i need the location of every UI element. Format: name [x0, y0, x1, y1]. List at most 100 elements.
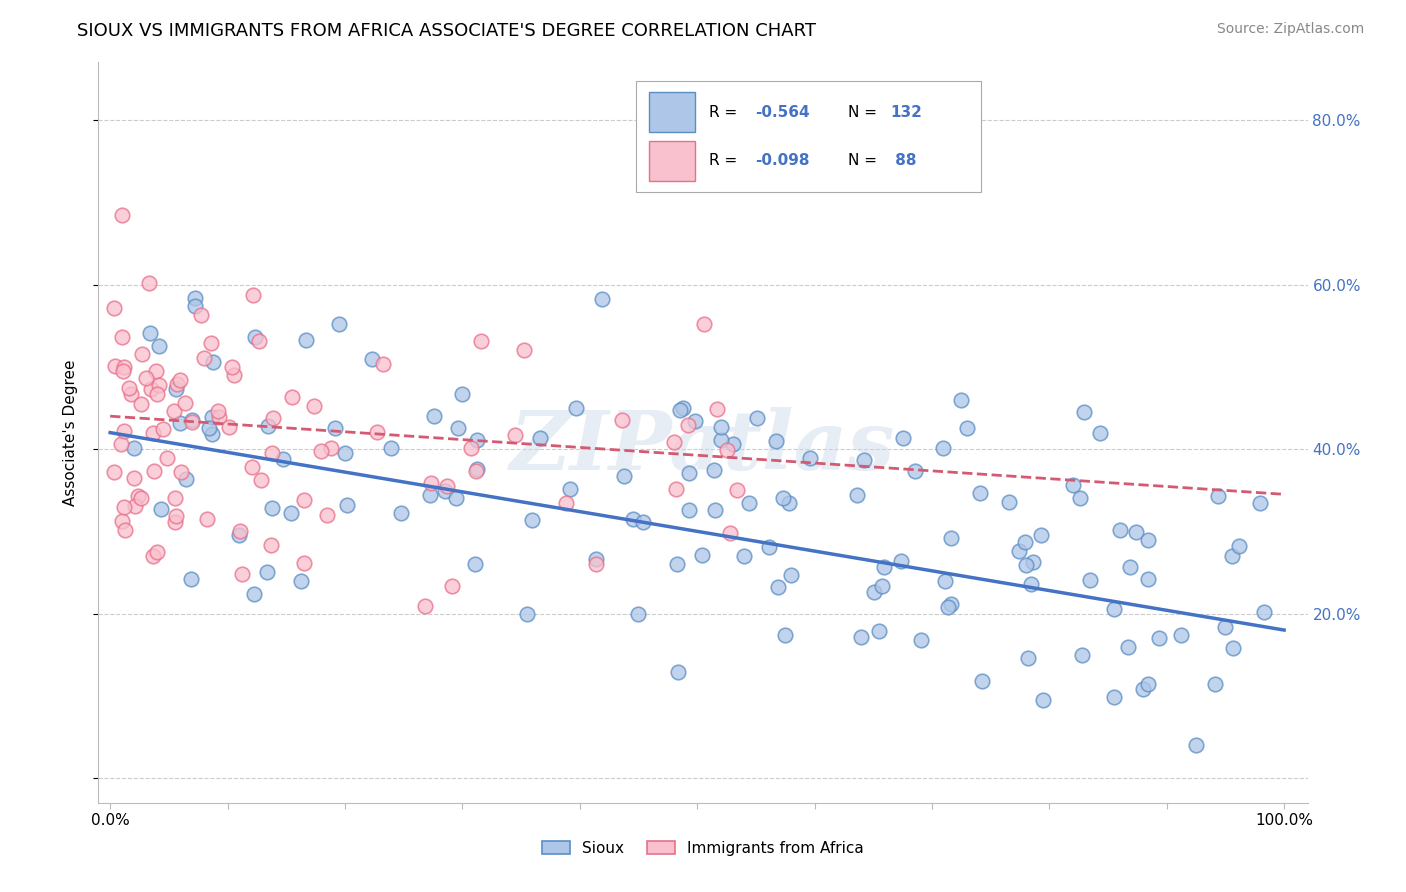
Point: [169, 373, 191, 387]
Point: [778, 496, 800, 510]
Point: [247, 334, 270, 349]
Point: [174, 395, 197, 409]
Point: [201, 410, 224, 425]
Point: [139, 326, 162, 340]
Point: [200, 335, 222, 350]
Point: [1229, 540, 1251, 554]
Point: [142, 426, 165, 441]
Point: [585, 552, 607, 566]
Point: [150, 502, 173, 516]
Text: -0.564: -0.564: [755, 104, 810, 120]
Point: [758, 540, 780, 554]
Point: [112, 500, 135, 515]
Point: [165, 382, 187, 396]
Point: [1032, 692, 1054, 706]
Point: [1017, 651, 1039, 665]
Point: [148, 339, 170, 353]
Point: [1222, 640, 1244, 655]
FancyBboxPatch shape: [637, 81, 981, 192]
Point: [591, 292, 613, 306]
Point: [148, 377, 170, 392]
Point: [734, 549, 756, 563]
Point: [292, 493, 315, 508]
Point: [141, 382, 163, 396]
Point: [1071, 648, 1094, 662]
Text: 88: 88: [890, 153, 917, 169]
Point: [716, 443, 738, 458]
Point: [207, 403, 229, 417]
Point: [420, 476, 443, 491]
Point: [152, 422, 174, 436]
Point: [1102, 602, 1125, 616]
Point: [1088, 425, 1111, 440]
Point: [704, 503, 727, 517]
Point: [122, 441, 145, 455]
Point: [931, 441, 953, 455]
Point: [672, 401, 695, 415]
Point: [142, 549, 165, 563]
Point: [1019, 576, 1042, 591]
Point: [335, 445, 357, 459]
Point: [419, 487, 441, 501]
Point: [228, 528, 250, 542]
Point: [1147, 631, 1170, 645]
Point: [683, 414, 706, 428]
Y-axis label: Associate's Degree: Associate's Degree: [63, 359, 77, 506]
Point: [465, 433, 488, 447]
Point: [451, 387, 474, 401]
Point: [256, 419, 278, 434]
Point: [249, 473, 271, 487]
Point: [184, 291, 207, 305]
Point: [129, 397, 152, 411]
Point: [520, 513, 543, 527]
Point: [122, 471, 145, 485]
Point: [464, 464, 486, 478]
Point: [941, 531, 963, 545]
Point: [950, 393, 973, 408]
Point: [138, 277, 160, 291]
Point: [218, 420, 240, 434]
Point: [1253, 605, 1275, 619]
Point: [242, 287, 264, 301]
Point: [1062, 477, 1084, 491]
Point: [111, 364, 134, 378]
Point: [465, 462, 488, 476]
Point: [666, 665, 689, 679]
Point: [904, 464, 927, 478]
Point: [1125, 525, 1147, 540]
Point: [678, 503, 700, 517]
Point: [633, 515, 655, 529]
Point: [129, 491, 152, 506]
Point: [870, 579, 893, 593]
Point: [110, 436, 132, 450]
Point: [112, 424, 135, 438]
Point: [444, 491, 467, 505]
Point: [1132, 682, 1154, 697]
Point: [198, 421, 221, 435]
Point: [447, 421, 470, 435]
Point: [863, 585, 886, 599]
Point: [890, 554, 912, 568]
Text: -0.098: -0.098: [755, 153, 810, 169]
Point: [565, 401, 588, 416]
Point: [180, 572, 202, 586]
Point: [956, 421, 979, 435]
Point: [366, 425, 388, 439]
Point: [555, 496, 578, 510]
Point: [669, 403, 692, 417]
Point: [163, 516, 186, 530]
Point: [256, 566, 278, 580]
Point: [184, 299, 207, 313]
Point: [512, 343, 534, 357]
Point: [1204, 677, 1226, 691]
Point: [765, 434, 787, 449]
Point: [373, 357, 395, 371]
Point: [201, 354, 224, 368]
Point: [162, 404, 184, 418]
Point: [1137, 572, 1160, 586]
Bar: [648, 141, 695, 181]
Point: [104, 359, 127, 374]
Point: [262, 411, 284, 425]
Text: R =: R =: [709, 104, 742, 120]
Point: [281, 390, 304, 404]
